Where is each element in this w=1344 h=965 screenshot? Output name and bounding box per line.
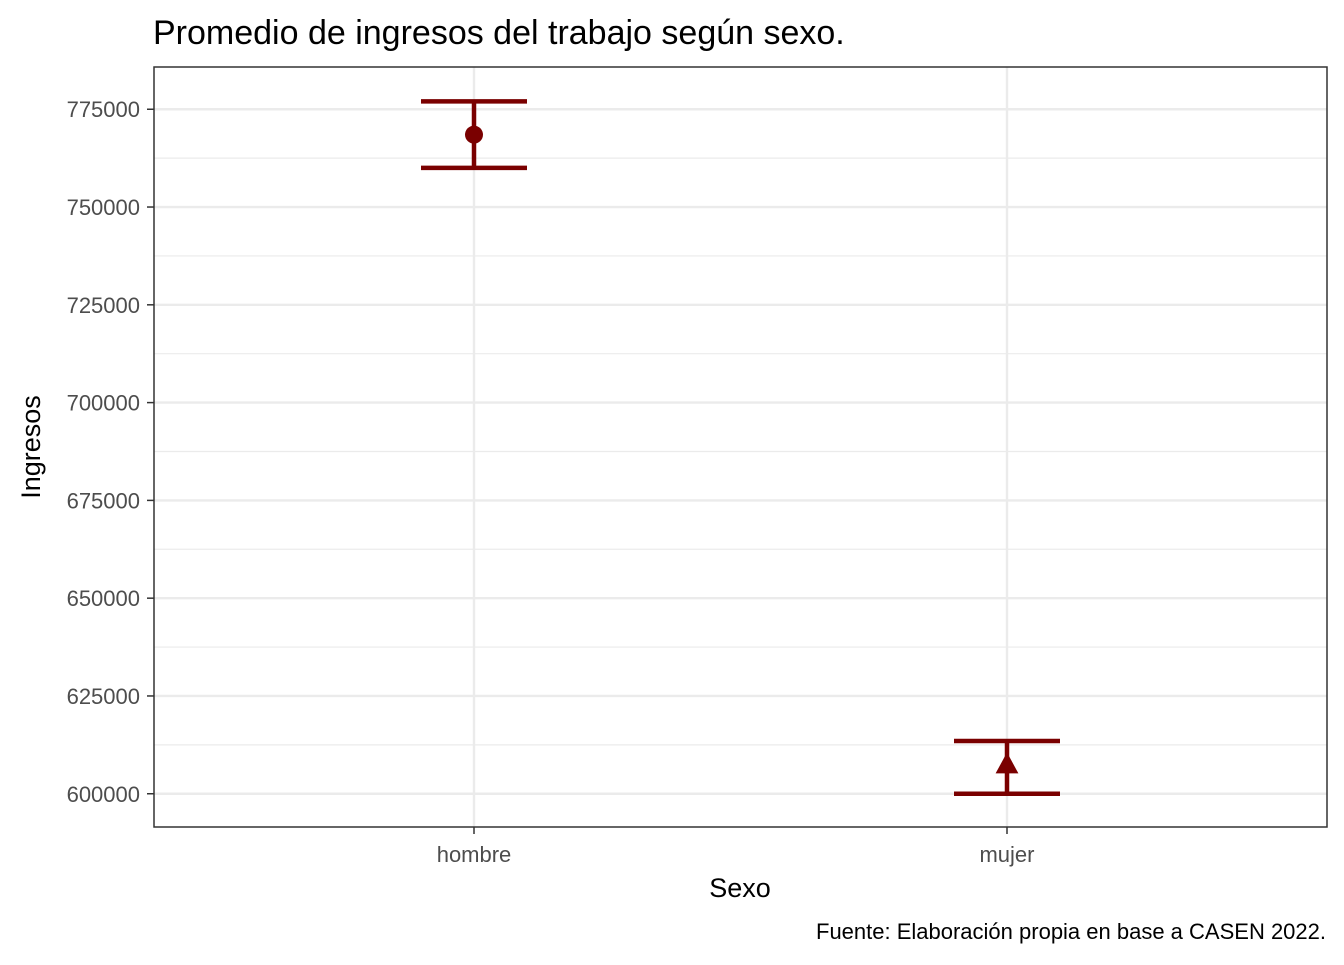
axis-layer: 600000 625000 650000 675000 700000 725000 7500… — [67, 97, 1035, 867]
y-tick-label: 775000 — [67, 97, 140, 122]
chart-caption: Fuente: Elaboración propia en base a CAS… — [816, 919, 1326, 944]
y-tick-label: 600000 — [67, 782, 140, 807]
x-tick-label: hombre — [437, 842, 512, 867]
marks-layer — [421, 99, 1060, 797]
chart-title: Promedio de ingresos del trabajo según s… — [153, 14, 845, 52]
point-mujer-mean — [995, 752, 1019, 774]
grid-layer — [154, 67, 1327, 827]
x-tick-label: mujer — [979, 842, 1034, 867]
y-tick-label: 625000 — [67, 684, 140, 709]
y-tick-label: 750000 — [67, 195, 140, 220]
panel-border — [153, 66, 1328, 828]
y-tick-label: 700000 — [67, 391, 140, 416]
y-tick-label: 650000 — [67, 586, 140, 611]
point-hombre-mean — [465, 125, 483, 144]
y-axis-title: Ingresos — [16, 395, 46, 499]
y-tick-label: 675000 — [67, 488, 140, 513]
y-tick-label: 725000 — [67, 293, 140, 318]
x-axis-title: Sexo — [709, 873, 771, 903]
